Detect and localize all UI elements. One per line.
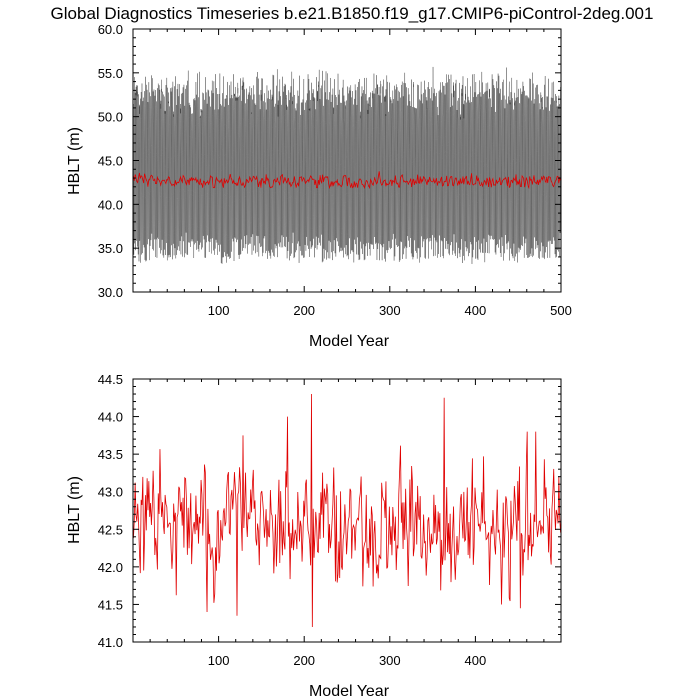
top-plot-area bbox=[133, 66, 561, 264]
top-x-tick-label: 400 bbox=[465, 303, 487, 318]
bottom-x-tick-label: 300 bbox=[379, 653, 401, 668]
bottom-x-tick-label: 400 bbox=[465, 653, 487, 668]
bottom-y-tick-label: 42.0 bbox=[98, 560, 123, 575]
top-annual-series-line bbox=[133, 171, 561, 190]
bottom-y-axis-label: HBLT (m) bbox=[66, 476, 83, 544]
top-x-tick-label: 100 bbox=[208, 303, 230, 318]
chart-bottom: 100 200 300 400 41.0 41.5 42.0 42.5 43.0 43.5 44.0… bbox=[66, 372, 562, 700]
bottom-y-tick-label: 41.0 bbox=[98, 635, 123, 650]
top-y-tick-label: 30.0 bbox=[98, 285, 123, 300]
top-y-tick-label: 60.0 bbox=[98, 22, 123, 37]
top-y-tick-label: 40.0 bbox=[98, 197, 123, 212]
bottom-y-tick-label: 42.5 bbox=[98, 522, 123, 537]
top-y-tick-label: 55.0 bbox=[98, 66, 123, 81]
bottom-y-tick-label: 43.5 bbox=[98, 447, 123, 462]
bottom-plot-area bbox=[133, 394, 561, 627]
top-y-tick-label: 45.0 bbox=[98, 154, 123, 169]
top-y-axis-label: HBLT (m) bbox=[66, 127, 83, 195]
bottom-y-tick-label: 44.0 bbox=[98, 410, 123, 425]
bottom-plot-frame bbox=[132, 378, 562, 643]
bottom-axes: 100 200 300 400 41.0 41.5 42.0 42.5 43.0 43.5 44.0… bbox=[98, 372, 562, 668]
bottom-y-tick-label: 44.5 bbox=[98, 372, 123, 387]
top-monthly-series-line bbox=[133, 66, 561, 264]
bottom-y-tick-label: 41.5 bbox=[98, 597, 123, 612]
top-x-axis-label: Model Year bbox=[309, 333, 390, 350]
bottom-x-tick-label: 200 bbox=[293, 653, 315, 668]
top-axes: 100 200 300 400 500 30.0 35.0 40.0 45.0 50.0 55.0 6… bbox=[98, 22, 572, 318]
chart-top: 100 200 300 400 500 30.0 35.0 40.0 45.0 50.0 55.0 6… bbox=[66, 22, 572, 350]
top-x-tick-label: 500 bbox=[550, 303, 572, 318]
top-y-tick-label: 35.0 bbox=[98, 241, 123, 256]
figure-title: Global Diagnostics Timeseries b.e21.B185… bbox=[51, 4, 654, 23]
top-x-tick-label: 200 bbox=[293, 303, 315, 318]
bottom-y-tick-label: 43.0 bbox=[98, 485, 123, 500]
top-y-tick-label: 50.0 bbox=[98, 110, 123, 125]
bottom-annual-series-line bbox=[133, 394, 561, 627]
top-x-tick-label: 300 bbox=[379, 303, 401, 318]
bottom-x-tick-label: 100 bbox=[208, 653, 230, 668]
bottom-x-axis-label: Model Year bbox=[309, 683, 390, 700]
